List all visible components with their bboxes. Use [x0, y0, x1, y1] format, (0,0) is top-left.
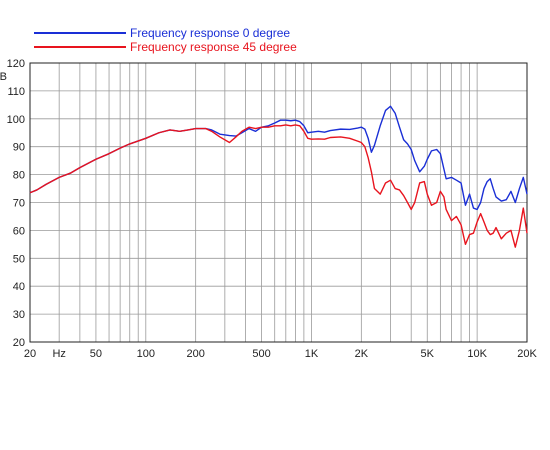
x-tick-label: 20K — [517, 348, 537, 360]
x-tick-label: 200 — [186, 348, 204, 360]
x-tick-label: 5K — [421, 348, 435, 360]
x-tick-label: 20 — [24, 348, 36, 360]
legend-label: Frequency response 45 degree — [130, 40, 297, 54]
y-tick-label: 100 — [7, 114, 25, 126]
series-line-45-degree — [29, 124, 528, 248]
x-tick-label: 10K — [467, 348, 487, 360]
y-tick-label: 70 — [13, 198, 25, 210]
legend-label: Frequency response 0 degree — [130, 26, 290, 40]
y-axis-unit-label: dB — [0, 71, 7, 83]
x-tick-label: 1K — [305, 348, 319, 360]
x-tick-label: 50 — [90, 348, 102, 360]
y-tick-label: 120 — [7, 58, 25, 70]
y-tick-label: 30 — [13, 309, 25, 321]
y-tick-label: 60 — [13, 225, 25, 237]
x-tick-label: 500 — [252, 348, 270, 360]
x-tick-label: Hz — [52, 348, 65, 360]
y-tick-label: 90 — [13, 142, 25, 154]
y-tick-labels: 20 30 40 50 60 70 80 90 100 110 120 — [7, 58, 25, 349]
x-tick-labels: 20 Hz 50 100 200 500 1K 2K 5K 10K 20K — [24, 348, 538, 360]
grid-lines — [30, 63, 527, 342]
y-tick-label: 110 — [7, 86, 25, 98]
y-tick-label: 40 — [13, 281, 25, 293]
x-tick-label: 100 — [137, 348, 155, 360]
plot-frame — [29, 62, 528, 343]
series-group — [29, 105, 528, 248]
y-tick-label: 80 — [13, 170, 25, 182]
y-tick-label: 50 — [13, 253, 25, 265]
y-tick-label: 20 — [13, 337, 25, 349]
x-tick-label: 2K — [355, 348, 369, 360]
